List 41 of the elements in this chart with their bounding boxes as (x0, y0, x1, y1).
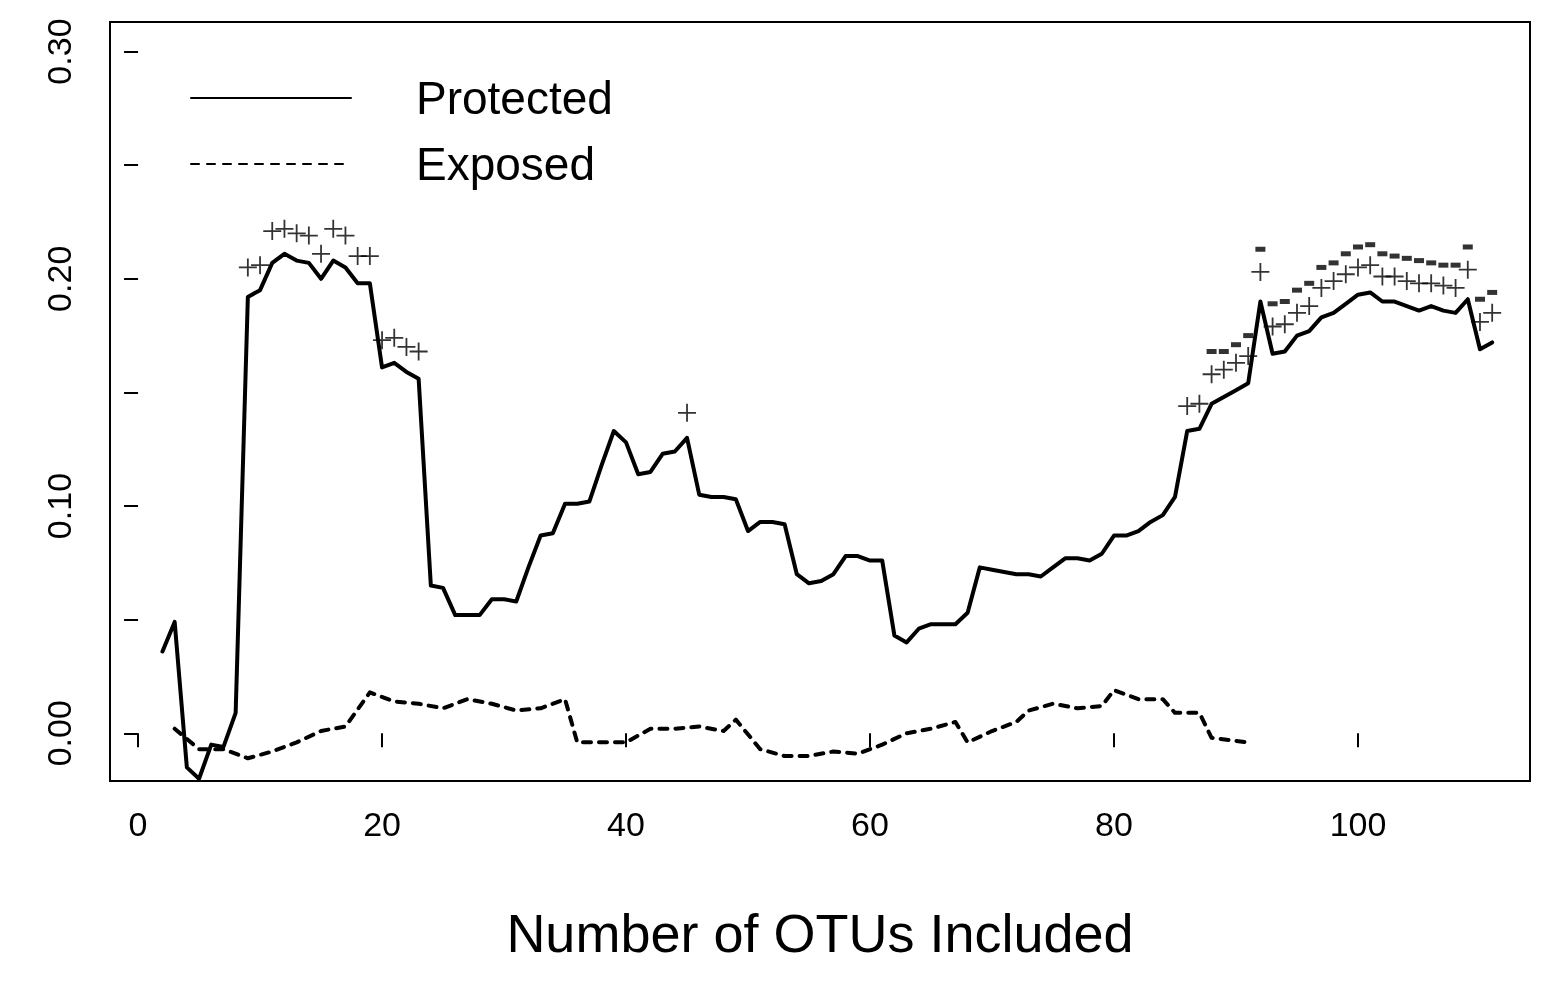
y-tick-label: 0.20 (40, 245, 78, 312)
point (1470, 312, 1489, 331)
legend-label: Protected (416, 72, 613, 124)
x-tick-label: 80 (1095, 805, 1133, 843)
point (373, 331, 392, 350)
point (1275, 315, 1294, 334)
x-tick-label: 40 (607, 805, 645, 843)
point (324, 219, 343, 238)
y-tick-label: 0.30 (40, 18, 78, 85)
point (1361, 256, 1380, 275)
x-tick-label: 0 (128, 805, 148, 843)
x-tick-label: 100 (1329, 805, 1387, 843)
x-axis-title: Number of OTUs Included (506, 903, 1134, 963)
x-tick-label: 60 (851, 805, 889, 843)
point (1312, 278, 1331, 297)
point (299, 226, 318, 245)
point (1214, 360, 1233, 379)
point (263, 222, 282, 241)
point (678, 403, 697, 422)
point (287, 224, 306, 243)
point (312, 244, 331, 263)
y-tick-label: 0.10 (40, 472, 78, 540)
point (1434, 276, 1453, 295)
x-tick-label: 20 (363, 805, 401, 843)
point (251, 256, 270, 275)
point (1458, 260, 1477, 279)
point (1227, 353, 1245, 372)
point (1300, 297, 1319, 316)
y-tick-label: 0.00 (40, 700, 78, 767)
point (360, 247, 379, 266)
point (1422, 274, 1441, 293)
point (385, 328, 404, 347)
point (1190, 394, 1209, 413)
point (1239, 347, 1258, 366)
point (1251, 262, 1270, 281)
point (1483, 303, 1502, 322)
point (1178, 397, 1197, 416)
point (1287, 303, 1306, 322)
legend-label: Exposed (416, 138, 596, 190)
point (1397, 272, 1416, 291)
point (1336, 265, 1355, 284)
